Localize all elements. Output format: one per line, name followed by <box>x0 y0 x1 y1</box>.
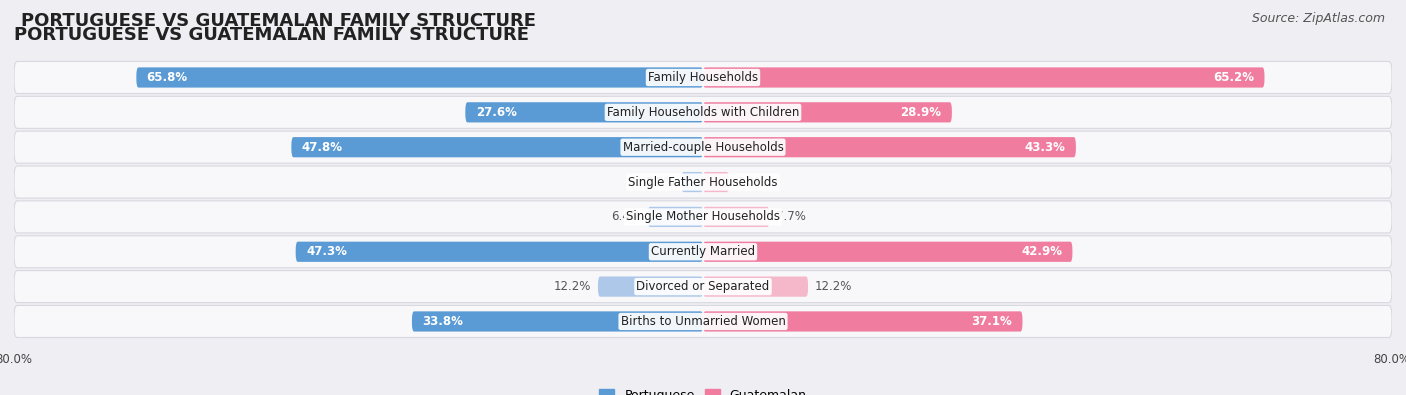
Text: Source: ZipAtlas.com: Source: ZipAtlas.com <box>1251 12 1385 25</box>
Text: 47.3%: 47.3% <box>307 245 347 258</box>
Text: 42.9%: 42.9% <box>1021 245 1062 258</box>
FancyBboxPatch shape <box>703 207 769 227</box>
FancyBboxPatch shape <box>598 276 703 297</box>
Text: PORTUGUESE VS GUATEMALAN FAMILY STRUCTURE: PORTUGUESE VS GUATEMALAN FAMILY STRUCTUR… <box>14 26 529 44</box>
Text: Divorced or Separated: Divorced or Separated <box>637 280 769 293</box>
Text: 47.8%: 47.8% <box>302 141 343 154</box>
FancyBboxPatch shape <box>703 311 1022 331</box>
Text: 3.0%: 3.0% <box>735 175 765 188</box>
FancyBboxPatch shape <box>14 236 1392 268</box>
FancyBboxPatch shape <box>136 68 703 88</box>
Text: 6.4%: 6.4% <box>612 211 641 224</box>
FancyBboxPatch shape <box>14 271 1392 303</box>
Text: PORTUGUESE VS GUATEMALAN FAMILY STRUCTURE: PORTUGUESE VS GUATEMALAN FAMILY STRUCTUR… <box>21 12 536 30</box>
Text: 33.8%: 33.8% <box>422 315 463 328</box>
Text: 43.3%: 43.3% <box>1025 141 1066 154</box>
Text: 65.2%: 65.2% <box>1213 71 1254 84</box>
FancyBboxPatch shape <box>295 242 703 262</box>
FancyBboxPatch shape <box>703 137 1076 157</box>
FancyBboxPatch shape <box>412 311 703 331</box>
FancyBboxPatch shape <box>703 242 1073 262</box>
Text: 27.6%: 27.6% <box>475 106 516 119</box>
Legend: Portuguese, Guatemalan: Portuguese, Guatemalan <box>595 384 811 395</box>
FancyBboxPatch shape <box>14 305 1392 337</box>
Text: 28.9%: 28.9% <box>901 106 942 119</box>
Text: Single Mother Households: Single Mother Households <box>626 211 780 224</box>
Text: Family Households: Family Households <box>648 71 758 84</box>
FancyBboxPatch shape <box>291 137 703 157</box>
FancyBboxPatch shape <box>648 207 703 227</box>
FancyBboxPatch shape <box>703 102 952 122</box>
Text: Family Households with Children: Family Households with Children <box>607 106 799 119</box>
Text: 37.1%: 37.1% <box>972 315 1012 328</box>
Text: Births to Unmarried Women: Births to Unmarried Women <box>620 315 786 328</box>
FancyBboxPatch shape <box>14 201 1392 233</box>
FancyBboxPatch shape <box>682 172 703 192</box>
Text: Married-couple Households: Married-couple Households <box>623 141 783 154</box>
Text: 12.2%: 12.2% <box>554 280 591 293</box>
FancyBboxPatch shape <box>465 102 703 122</box>
Text: 65.8%: 65.8% <box>146 71 188 84</box>
FancyBboxPatch shape <box>703 276 808 297</box>
FancyBboxPatch shape <box>14 166 1392 198</box>
Text: 2.5%: 2.5% <box>645 175 675 188</box>
FancyBboxPatch shape <box>14 96 1392 128</box>
FancyBboxPatch shape <box>14 62 1392 94</box>
Text: 7.7%: 7.7% <box>776 211 806 224</box>
Text: 12.2%: 12.2% <box>815 280 852 293</box>
FancyBboxPatch shape <box>703 68 1264 88</box>
FancyBboxPatch shape <box>14 131 1392 163</box>
Text: Currently Married: Currently Married <box>651 245 755 258</box>
FancyBboxPatch shape <box>703 172 728 192</box>
Text: Single Father Households: Single Father Households <box>628 175 778 188</box>
